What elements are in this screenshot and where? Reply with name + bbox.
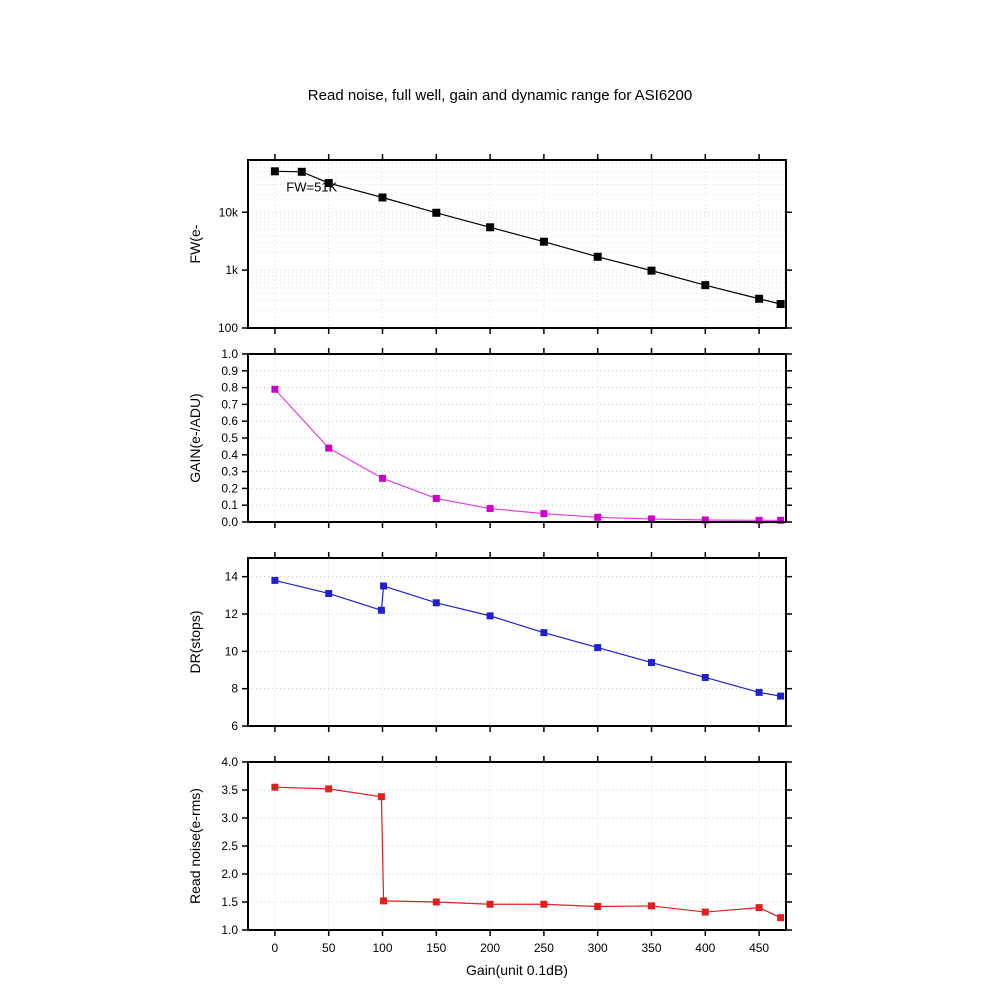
xtick-label: 450 (749, 941, 769, 955)
gain-ytick-label: 0.3 (221, 465, 238, 479)
chart-area: 1001k10kFW(e-FW=51K0.00.10.20.30.40.50.6… (0, 0, 1000, 1000)
dr-marker (433, 599, 440, 606)
fw-marker (432, 209, 440, 217)
rn-marker (702, 909, 709, 916)
rn-marker (594, 903, 601, 910)
gain-marker (325, 445, 332, 452)
dr-marker (648, 659, 655, 666)
rn-series-line (275, 787, 781, 917)
gain-ytick-label: 0.7 (221, 397, 238, 411)
dr-marker (378, 607, 385, 614)
fw-ytick-label: 1k (225, 263, 239, 277)
dr-marker (702, 674, 709, 681)
fw-marker (594, 253, 602, 261)
rn-marker (271, 784, 278, 791)
rn-marker (433, 899, 440, 906)
xtick-label: 50 (322, 941, 336, 955)
dr-marker (325, 590, 332, 597)
xtick-label: 350 (641, 941, 661, 955)
gain-ytick-label: 0.2 (221, 481, 238, 495)
dr-ytick-label: 10 (225, 644, 239, 658)
fw-annotation: FW=51K (286, 179, 337, 194)
rn-ytick-label: 3.0 (221, 811, 238, 825)
xtick-label: 100 (372, 941, 392, 955)
dr-ytick-label: 8 (231, 682, 238, 696)
rn-ylabel: Read noise(e-rms) (187, 788, 203, 904)
rn-ytick-label: 3.5 (221, 783, 238, 797)
dr-ytick-label: 6 (231, 719, 238, 733)
dr-marker (540, 629, 547, 636)
rn-marker (378, 793, 385, 800)
rn-marker (380, 897, 387, 904)
rn-marker (540, 901, 547, 908)
gain-ytick-label: 0.9 (221, 364, 238, 378)
dr-ytick-label: 14 (225, 570, 239, 584)
rn-marker (756, 904, 763, 911)
fw-ylabel: FW(e- (187, 224, 203, 263)
gain-marker (540, 510, 547, 517)
gain-ytick-label: 0.0 (221, 515, 238, 529)
gain-ylabel: GAIN(e-/ADU) (187, 393, 203, 482)
dr-marker (487, 612, 494, 619)
gain-marker (379, 475, 386, 482)
rn-ytick-label: 2.0 (221, 867, 238, 881)
dr-ylabel: DR(stops) (187, 610, 203, 673)
fw-marker (540, 238, 548, 246)
gain-ytick-label: 0.8 (221, 381, 238, 395)
gain-marker (594, 514, 601, 521)
rn-marker (648, 902, 655, 909)
rn-ytick-label: 2.5 (221, 839, 238, 853)
fw-marker (298, 168, 306, 176)
fw-marker (648, 267, 656, 275)
rn-marker (777, 914, 784, 921)
rn-ytick-label: 4.0 (221, 755, 238, 769)
xtick-label: 150 (426, 941, 446, 955)
dr-marker (594, 644, 601, 651)
xtick-label: 200 (480, 941, 500, 955)
fw-marker (755, 295, 763, 303)
rn-ytick-label: 1.0 (221, 923, 238, 937)
xtick-label: 300 (588, 941, 608, 955)
gain-marker (271, 386, 278, 393)
gain-ytick-label: 0.5 (221, 431, 238, 445)
xtick-label: 250 (534, 941, 554, 955)
gain-ytick-label: 1.0 (221, 347, 238, 361)
fw-ytick-label: 100 (218, 321, 238, 335)
dr-marker (271, 577, 278, 584)
dr-marker (756, 689, 763, 696)
dr-marker (777, 693, 784, 700)
xtick-label: 0 (272, 941, 279, 955)
gain-marker (487, 505, 494, 512)
fw-marker (701, 281, 709, 289)
rn-ytick-label: 1.5 (221, 895, 238, 909)
gain-ytick-label: 0.6 (221, 414, 238, 428)
fw-ytick-label: 10k (219, 205, 239, 219)
rn-marker (487, 901, 494, 908)
gain-ytick-label: 0.4 (221, 448, 238, 462)
gain-ytick-label: 0.1 (221, 498, 238, 512)
fw-marker (379, 193, 387, 201)
rn-marker (325, 785, 332, 792)
dr-ytick-label: 12 (225, 607, 239, 621)
dr-marker (380, 583, 387, 590)
xtick-label: 400 (695, 941, 715, 955)
fw-marker (271, 167, 279, 175)
fw-marker (777, 300, 785, 308)
gain-marker (433, 495, 440, 502)
x-axis-label: Gain(unit 0.1dB) (466, 962, 568, 978)
fw-marker (486, 223, 494, 231)
